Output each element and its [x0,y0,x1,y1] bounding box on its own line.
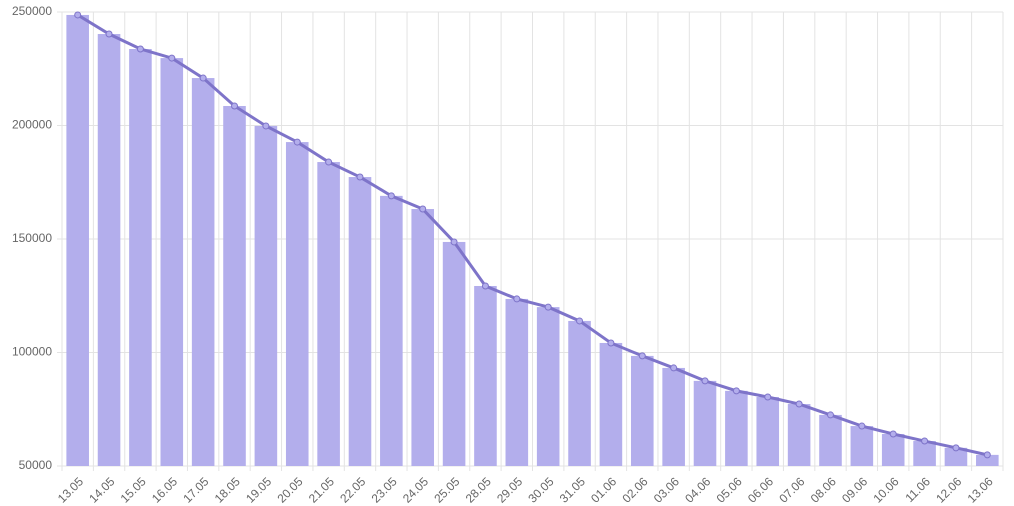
line-point [293,138,301,146]
y-tick-label: 50000 [19,458,53,472]
x-tick-label: 04.06 [682,474,713,505]
x-tick-label: 22.05 [337,474,368,505]
line-point [983,451,991,459]
bar [442,241,466,466]
bar [191,78,215,466]
bar [97,34,121,466]
line-point [325,158,333,166]
line-point [638,352,646,360]
bar [913,441,936,466]
line-point [732,387,740,395]
line-point [136,45,144,53]
bar [160,58,184,467]
y-tick-label: 150000 [12,231,52,245]
bar [129,49,152,466]
x-tick-label: 18.05 [212,474,243,505]
bar [254,125,278,466]
line-point [105,30,113,38]
bar [348,177,372,467]
line-point [74,11,82,19]
x-tick-label: 17.05 [180,474,211,505]
bar [756,396,780,466]
bar [819,414,842,466]
x-tick-label: 10.06 [870,474,901,505]
line-point [826,411,834,419]
x-tick-label: 08.06 [808,474,839,505]
x-tick-label: 19.05 [243,474,274,505]
line-point [670,364,678,372]
y-tick-label: 200000 [12,118,52,132]
x-tick-label: 28.05 [463,474,494,505]
bar [725,390,748,466]
bar [599,342,623,466]
bar [976,454,999,466]
x-tick-label: 24.05 [400,474,431,505]
bar [787,404,811,466]
x-tick-label: 12.06 [933,474,964,505]
x-tick-label: 07.06 [776,474,807,505]
bar [380,195,403,466]
line-point [168,54,176,62]
x-tick-label: 29.05 [494,474,525,505]
line-point [858,422,866,430]
bar [474,285,497,466]
x-tick-label: 13.06 [965,474,996,505]
x-tick-label: 20.05 [274,474,305,505]
bar [536,307,560,466]
line-point [701,377,709,385]
x-tick-label: 15.05 [118,474,149,505]
bar [850,426,874,466]
x-tick-label: 13.05 [55,474,86,505]
bar [505,298,529,466]
line-point [513,295,521,303]
x-tick-label: 11.06 [902,474,933,505]
x-tick-label: 01.06 [588,474,619,505]
bar [411,209,435,466]
x-tick-label: 05.06 [714,474,745,505]
line [76,13,988,457]
x-tick-label: 16.05 [149,474,180,505]
x-tick-label: 02.06 [620,474,651,505]
x-tick-label: 31.05 [557,474,588,505]
bar [66,14,89,467]
line-point [889,430,897,438]
line-point [199,74,207,82]
y-tick-label: 250000 [12,4,52,18]
line-point [921,437,929,445]
line-point [544,303,552,311]
bar [285,142,309,467]
line-point [576,317,584,325]
bar [693,380,717,466]
x-tick-label: 03.06 [651,474,682,505]
line-point [419,205,427,213]
line-point [607,339,615,347]
y-tick-label: 100000 [12,345,52,359]
line-point [356,173,364,181]
x-tick-label: 09.06 [839,474,870,505]
x-tick-label: 06.06 [745,474,776,505]
x-tick-label: 14.05 [86,474,117,505]
line-point [262,122,270,130]
line-point [450,238,458,246]
bar [944,447,968,466]
bar [630,355,654,466]
bar [881,433,905,466]
line-point [481,282,489,290]
line-point [952,444,960,452]
bar [223,105,246,466]
x-tick-label: 25.05 [431,474,462,505]
bar [568,320,591,466]
x-tick-label: 23.05 [369,474,400,505]
bar [317,162,340,466]
x-tick-label: 30.05 [525,474,556,505]
line-point [764,393,772,401]
line-point [795,400,803,408]
line-point [231,102,239,110]
line-point [387,192,395,200]
x-tick-label: 21.05 [306,474,337,505]
bar [662,367,685,466]
